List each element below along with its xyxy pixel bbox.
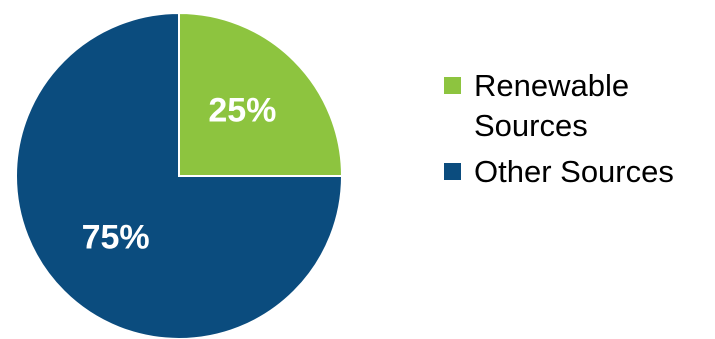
chart-legend: Renewable Sources Other Sources	[444, 66, 712, 198]
legend-swatch-renewable-sources	[444, 77, 461, 94]
legend-swatch-other-sources	[444, 163, 461, 180]
pie-slice-renewable-sources	[178, 11, 344, 177]
legend-label-renewable-sources: Renewable Sources	[474, 68, 630, 143]
slice-label-renewable-sources: 25%	[208, 92, 276, 130]
legend-label-other-sources: Other Sources	[474, 154, 674, 189]
legend-item-other-sources: Other Sources	[444, 152, 712, 192]
slice-label-other-sources: 75%	[82, 218, 150, 256]
pie-slice-other-sources	[15, 11, 344, 339]
legend-item-renewable-sources: Renewable Sources	[444, 66, 712, 146]
